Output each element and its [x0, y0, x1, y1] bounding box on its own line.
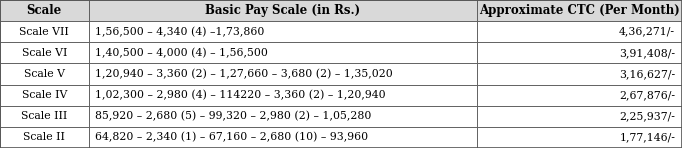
- Bar: [89, 0, 477, 21]
- Bar: [89, 42, 477, 63]
- Text: 1,77,146/-: 1,77,146/-: [619, 132, 675, 142]
- Text: Scale II: Scale II: [23, 132, 65, 142]
- Bar: [0, 0, 89, 21]
- Bar: [477, 63, 682, 85]
- Text: 1,02,300 – 2,980 (4) – 114220 – 3,360 (2) – 1,20,940: 1,02,300 – 2,980 (4) – 114220 – 3,360 (2…: [95, 90, 386, 100]
- Text: Scale VI: Scale VI: [22, 48, 67, 58]
- Text: Scale IV: Scale IV: [22, 90, 67, 100]
- Text: 3,91,408/-: 3,91,408/-: [619, 48, 675, 58]
- Text: Approximate CTC (Per Month): Approximate CTC (Per Month): [479, 4, 680, 17]
- Text: Scale III: Scale III: [21, 111, 68, 121]
- Bar: [477, 127, 682, 148]
- Bar: [89, 127, 477, 148]
- Bar: [0, 106, 89, 127]
- Bar: [0, 85, 89, 106]
- Text: 85,920 – 2,680 (5) – 99,320 – 2,980 (2) – 1,05,280: 85,920 – 2,680 (5) – 99,320 – 2,980 (2) …: [95, 111, 372, 122]
- Bar: [477, 42, 682, 63]
- Bar: [0, 21, 89, 42]
- Bar: [89, 106, 477, 127]
- Bar: [89, 21, 477, 42]
- Bar: [477, 21, 682, 42]
- Text: Basic Pay Scale (in Rs.): Basic Pay Scale (in Rs.): [205, 4, 361, 17]
- Text: 1,56,500 – 4,340 (4) –1,73,860: 1,56,500 – 4,340 (4) –1,73,860: [95, 26, 265, 37]
- Text: Scale VII: Scale VII: [20, 27, 69, 37]
- Text: 4,36,271/-: 4,36,271/-: [619, 27, 675, 37]
- Text: 3,16,627/-: 3,16,627/-: [619, 69, 675, 79]
- Bar: [89, 63, 477, 85]
- Bar: [89, 85, 477, 106]
- Bar: [477, 85, 682, 106]
- Bar: [477, 106, 682, 127]
- Text: 2,67,876/-: 2,67,876/-: [619, 90, 675, 100]
- Text: 1,20,940 – 3,360 (2) – 1,27,660 – 3,680 (2) – 1,35,020: 1,20,940 – 3,360 (2) – 1,27,660 – 3,680 …: [95, 69, 394, 79]
- Bar: [0, 63, 89, 85]
- Bar: [477, 0, 682, 21]
- Text: 2,25,937/-: 2,25,937/-: [619, 111, 675, 121]
- Text: Scale: Scale: [27, 4, 62, 17]
- Text: 64,820 – 2,340 (1) – 67,160 – 2,680 (10) – 93,960: 64,820 – 2,340 (1) – 67,160 – 2,680 (10)…: [95, 132, 368, 143]
- Text: 1,40,500 – 4,000 (4) – 1,56,500: 1,40,500 – 4,000 (4) – 1,56,500: [95, 48, 268, 58]
- Text: Scale V: Scale V: [24, 69, 65, 79]
- Bar: [0, 42, 89, 63]
- Bar: [0, 127, 89, 148]
